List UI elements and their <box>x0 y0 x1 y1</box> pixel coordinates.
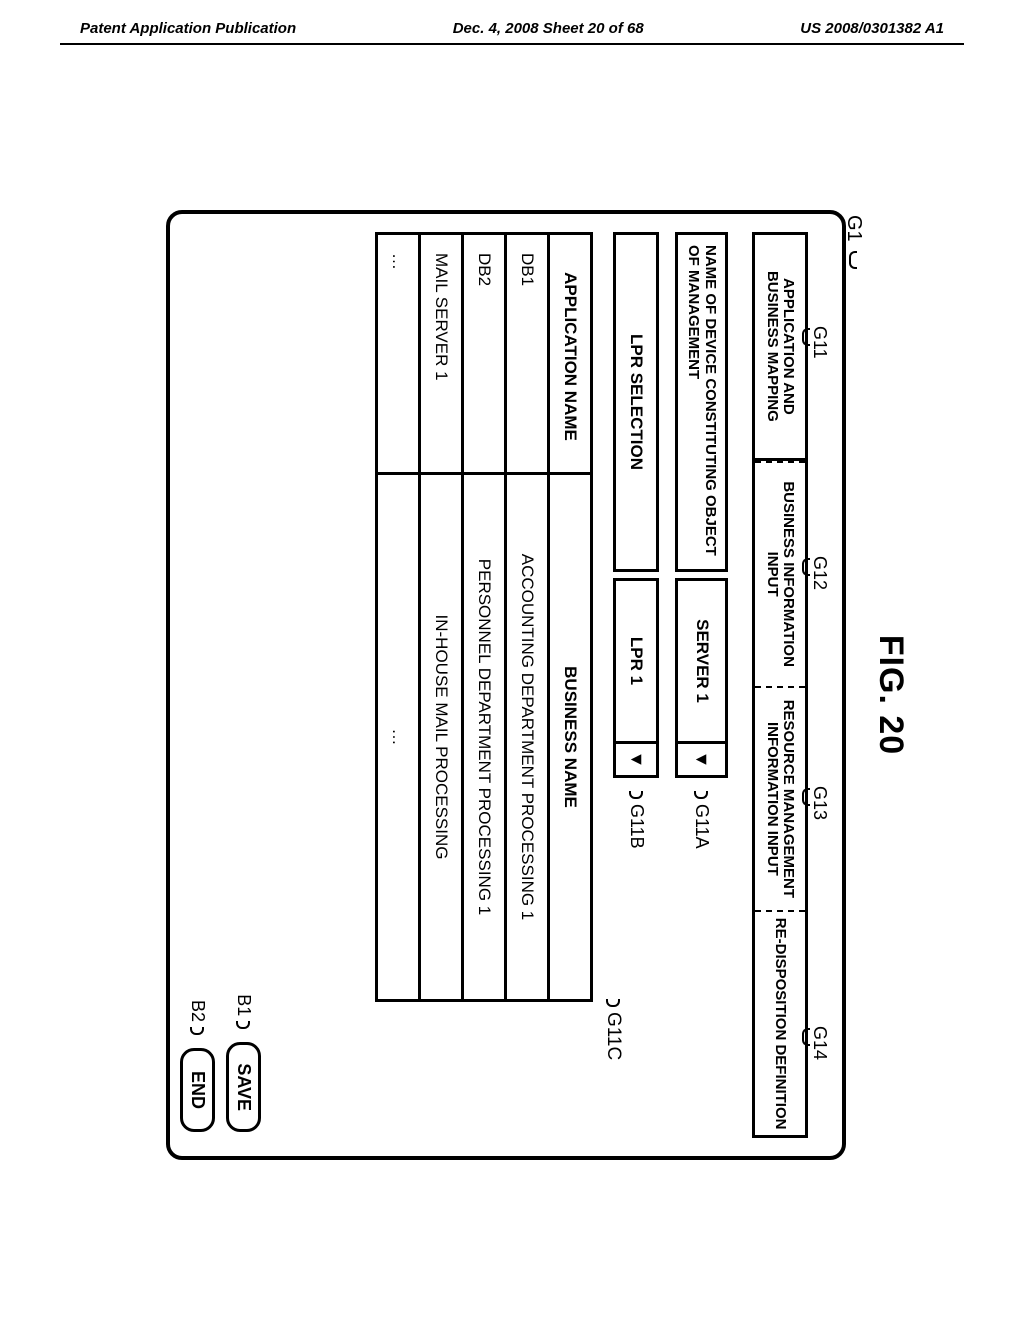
tab-ref-g11: G11 <box>809 326 830 359</box>
cell-app: DB2 <box>463 234 506 474</box>
table-row[interactable]: DB1 ACCOUNTING DEPARTMENT PROCESSING 1 <box>506 234 549 1001</box>
ref-g11b-text: G11B <box>627 804 647 849</box>
tabs: APPLICATION AND BUSINESS MAPPING BUSINES… <box>752 232 808 1138</box>
bracket-icon <box>694 791 708 799</box>
tab-label: RESOURCE MANAGEMENT INFORMATION INPUT <box>764 692 797 907</box>
tab-label: RE-DISPOSITION DEFINITION <box>772 918 789 1130</box>
figure-landscape: FIG. 20 G1 G11 G12 G13 G14 APPLICATION A… <box>130 180 910 1210</box>
bracket-icon <box>802 328 810 346</box>
cell-business: IN-HOUSE MAIL PROCESSING <box>420 474 463 1001</box>
table-row[interactable]: … … <box>377 234 420 1001</box>
tab-label: BUSINESS INFORMATION INPUT <box>764 467 797 682</box>
cell-business: PERSONNEL DEPARTMENT PROCESSING 1 <box>463 474 506 1001</box>
end-button-label: END <box>188 1071 208 1109</box>
cell-app: MAIL SERVER 1 <box>420 234 463 474</box>
cell-business: ACCOUNTING DEPARTMENT PROCESSING 1 <box>506 474 549 1001</box>
tab-application-mapping[interactable]: APPLICATION AND BUSINESS MAPPING <box>755 235 805 461</box>
lpr-dropdown[interactable]: LPR 1 ▼ <box>614 578 660 778</box>
device-label: NAME OF DEVICE CONSTITUTING OBJECT OF MA… <box>676 232 729 572</box>
ref-b1: B1 <box>233 994 254 1032</box>
header-left: Patent Application Publication <box>80 20 296 37</box>
tab-business-info-input[interactable]: BUSINESS INFORMATION INPUT <box>755 461 805 688</box>
end-button-group: B2 END <box>180 1000 215 1132</box>
ref-g11b: G11B <box>626 788 647 849</box>
page-header: Patent Application Publication Dec. 4, 2… <box>0 0 1024 43</box>
ref-b2-text: B2 <box>188 1000 208 1022</box>
screen-panel: G11 G12 G13 G14 APPLICATION AND BUSINESS… <box>166 210 846 1160</box>
header-center: Dec. 4, 2008 Sheet 20 of 68 <box>453 20 644 37</box>
device-row: NAME OF DEVICE CONSTITUTING OBJECT OF MA… <box>676 232 729 1138</box>
save-button-label: SAVE <box>234 1063 254 1111</box>
chevron-down-icon[interactable]: ▼ <box>617 741 657 775</box>
device-dropdown[interactable]: SERVER 1 ▼ <box>676 578 729 778</box>
header-rule <box>60 43 964 45</box>
cell-business: … <box>377 474 420 1001</box>
tab-redisposition-definition[interactable]: RE-DISPOSITION DEFINITION <box>755 912 805 1135</box>
figure-title: FIG. 20 <box>871 180 910 1210</box>
tab-resource-mgmt-input[interactable]: RESOURCE MANAGEMENT INFORMATION INPUT <box>755 688 805 913</box>
bracket-icon <box>236 1021 250 1029</box>
tab-ref-g13: G13 <box>809 786 830 820</box>
cell-app: DB1 <box>506 234 549 474</box>
save-button[interactable]: SAVE <box>226 1042 261 1132</box>
bracket-icon <box>802 788 810 806</box>
figure-rotated-wrapper: FIG. 20 G1 G11 G12 G13 G14 APPLICATION A… <box>5 305 1024 1085</box>
col-header-app: APPLICATION NAME <box>549 234 592 474</box>
ref-b1-text: B1 <box>234 994 254 1016</box>
bracket-icon <box>190 1027 204 1035</box>
cell-app: … <box>377 234 420 474</box>
bracket-icon <box>629 791 643 799</box>
chevron-down-icon[interactable]: ▼ <box>679 741 726 775</box>
lpr-dropdown-value: LPR 1 <box>621 581 653 741</box>
bracket-icon <box>802 1028 810 1046</box>
bracket-icon <box>849 251 857 269</box>
tab-refs-row: G11 G12 G13 G14 <box>806 236 830 1138</box>
header-right: US 2008/0301382 A1 <box>800 20 944 37</box>
table-header-row: APPLICATION NAME BUSINESS NAME <box>549 234 592 1001</box>
ref-g11a: G11A <box>691 788 712 849</box>
save-button-group: B1 SAVE <box>226 994 261 1132</box>
col-header-business: BUSINESS NAME <box>549 474 592 1001</box>
table-row[interactable]: DB2 PERSONNEL DEPARTMENT PROCESSING 1 <box>463 234 506 1001</box>
device-dropdown-value: SERVER 1 <box>686 581 718 741</box>
lpr-label: LPR SELECTION <box>614 232 660 572</box>
ref-g11a-text: G11A <box>692 804 712 849</box>
panel-ref-g1-text: G1 <box>843 215 865 242</box>
table-row[interactable]: MAIL SERVER 1 IN-HOUSE MAIL PROCESSING <box>420 234 463 1001</box>
tab-label: APPLICATION AND BUSINESS MAPPING <box>764 239 797 454</box>
bracket-icon <box>802 558 810 576</box>
tab-ref-g12: G12 <box>809 556 830 590</box>
end-button[interactable]: END <box>180 1048 215 1132</box>
tab-ref-g14: G14 <box>809 1026 830 1060</box>
ref-b2: B2 <box>187 1000 208 1038</box>
ref-g11c-text: G11C <box>603 1012 624 1060</box>
app-business-table: APPLICATION NAME BUSINESS NAME DB1 ACCOU… <box>376 232 594 1002</box>
ref-g11c: G11C <box>602 996 624 1060</box>
bracket-icon <box>606 999 620 1007</box>
